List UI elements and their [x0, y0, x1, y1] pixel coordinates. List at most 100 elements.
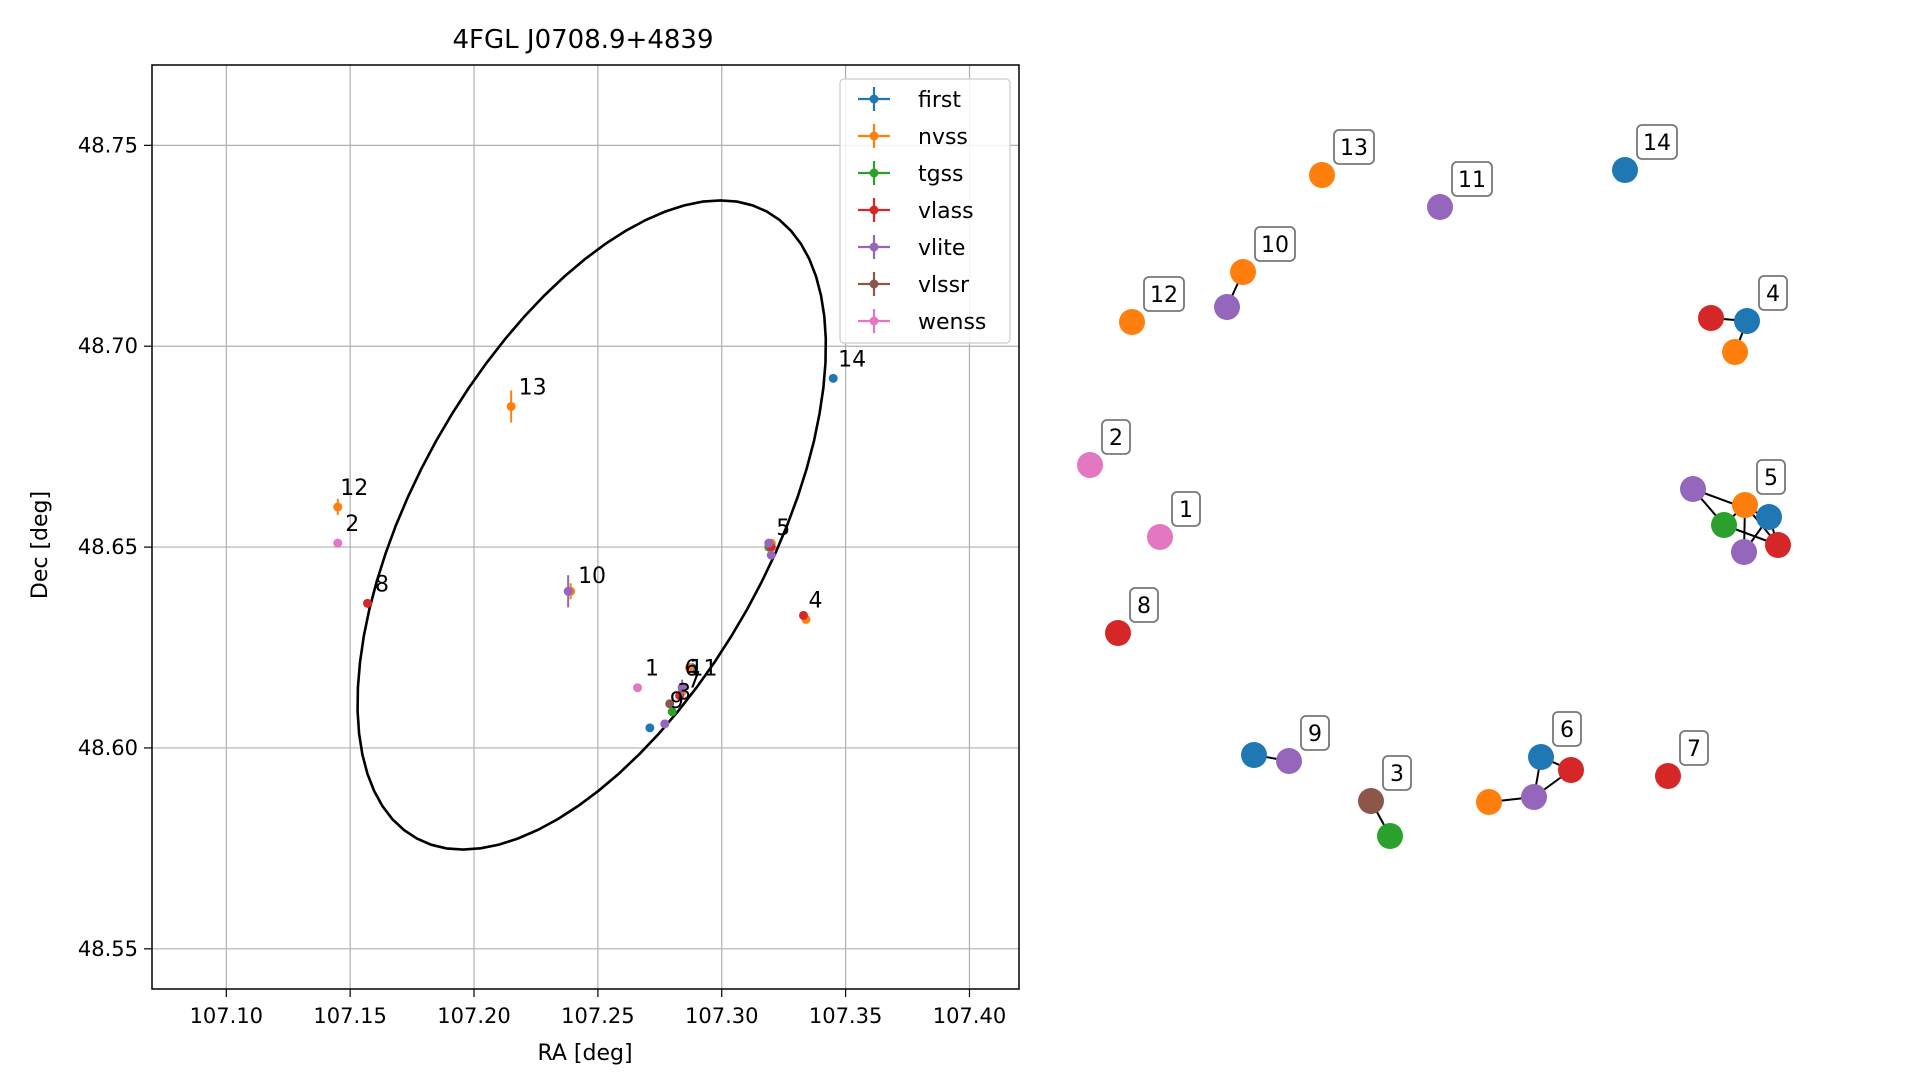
point-label: 1	[645, 657, 659, 682]
graph-node	[1765, 532, 1791, 558]
node-label: 2	[1109, 426, 1123, 451]
x-tick-label: 107.40	[933, 1004, 1006, 1028]
graph-node	[1612, 157, 1638, 183]
point-vlite	[764, 538, 774, 548]
node-label: 8	[1137, 594, 1151, 619]
point-vlass	[798, 610, 808, 620]
graph-node	[1756, 504, 1782, 530]
node-label: 9	[1308, 722, 1322, 747]
point-label: 11	[690, 657, 718, 682]
point-nvss	[506, 390, 516, 423]
legend-marker-dot	[869, 94, 879, 104]
graph-edge	[1692, 488, 1770, 518]
point-marker	[828, 373, 838, 383]
legend-marker-dot	[869, 242, 879, 252]
point-marker	[363, 598, 373, 608]
graph-node	[1119, 309, 1145, 335]
legend-label: first	[918, 88, 961, 113]
graph-node	[1680, 476, 1706, 502]
legend-entry-vlass: vlass	[858, 198, 974, 224]
point-label: 9	[670, 689, 684, 714]
legend-entry-wenss: wenss	[858, 309, 986, 335]
point-marker	[665, 699, 675, 709]
point-marker	[506, 401, 516, 411]
x-tick-label: 107.30	[685, 1004, 758, 1028]
node-label-box	[1300, 715, 1330, 751]
y-tick-label: 48.70	[78, 334, 138, 358]
point-label: 13	[519, 375, 547, 400]
graph-node	[1358, 788, 1384, 814]
node-label: 1	[1179, 498, 1193, 523]
legend-marker-dot	[869, 316, 879, 326]
point-label: 4	[808, 588, 822, 613]
graph-node	[1230, 259, 1256, 285]
point-marker	[333, 502, 343, 512]
point-label: 10	[578, 564, 606, 589]
point-nvss	[685, 663, 695, 673]
node-label-box	[1333, 129, 1375, 165]
point-marker	[798, 610, 808, 620]
x-tick-label: 107.20	[437, 1004, 510, 1028]
graph-node	[1077, 452, 1103, 478]
node-label: 6	[1560, 718, 1574, 743]
point-label: 14	[838, 347, 866, 372]
node-label-box	[1101, 419, 1131, 455]
legend-marker-dot	[869, 131, 879, 141]
y-tick-label: 48.75	[78, 133, 138, 157]
point-vlass	[363, 598, 373, 608]
point-first	[828, 373, 838, 383]
x-tick-label: 107.15	[313, 1004, 386, 1028]
point-label: 12	[340, 476, 368, 501]
graph-node	[1528, 744, 1554, 770]
legend-label: vlite	[918, 236, 965, 261]
graph-node	[1476, 789, 1502, 815]
y-axis-label: Dec [deg]	[28, 491, 53, 599]
point-label: 5	[776, 516, 790, 541]
point-marker	[677, 683, 687, 693]
legend-marker-dot	[869, 168, 879, 178]
legend-box	[839, 78, 1011, 344]
point-nvss	[333, 498, 343, 515]
graph-node	[1276, 748, 1302, 774]
node-label: 12	[1150, 283, 1178, 308]
graph-node	[1147, 524, 1173, 550]
graph-node	[1377, 823, 1403, 849]
legend-entry-vlssr: vlssr	[858, 272, 970, 298]
node-label-box	[1143, 276, 1185, 312]
point-marker	[660, 719, 670, 729]
point-label: 3	[677, 681, 691, 706]
data-points	[333, 373, 838, 733]
point-marker	[667, 707, 677, 717]
legend-entry-first: first	[858, 87, 961, 113]
point-wenss	[633, 683, 643, 693]
legend-label: wenss	[918, 310, 986, 335]
point-label: 6	[685, 657, 699, 682]
x-axis-label: RA [deg]	[537, 1041, 632, 1066]
graph-node	[1427, 194, 1453, 220]
graph-node	[1722, 339, 1748, 365]
node-label-box	[1756, 459, 1786, 495]
node-label-box	[1254, 226, 1296, 262]
node-label: 13	[1340, 136, 1368, 161]
y-axis-ticks: 48.55 48.60 48.65 48.70 48.75	[78, 133, 152, 961]
point-marker	[685, 663, 695, 673]
graph-node	[1105, 620, 1131, 646]
node-label-box	[1382, 755, 1412, 791]
x-tick-label: 107.35	[809, 1004, 882, 1028]
y-tick-label: 48.65	[78, 535, 138, 559]
point-label: 8	[375, 572, 389, 597]
node-label: 11	[1458, 168, 1486, 193]
graph-node	[1521, 784, 1547, 810]
node-label-box	[1758, 275, 1788, 311]
node-label: 5	[1764, 466, 1778, 491]
point-vlssr	[665, 699, 675, 709]
x-tick-label: 107.10	[190, 1004, 263, 1028]
point-marker	[633, 683, 643, 693]
node-label-box	[1171, 491, 1201, 527]
legend-label: nvss	[918, 125, 968, 150]
point-vlite	[563, 575, 573, 608]
legend-entry-vlite: vlite	[858, 235, 965, 261]
point-vlite	[660, 719, 670, 729]
